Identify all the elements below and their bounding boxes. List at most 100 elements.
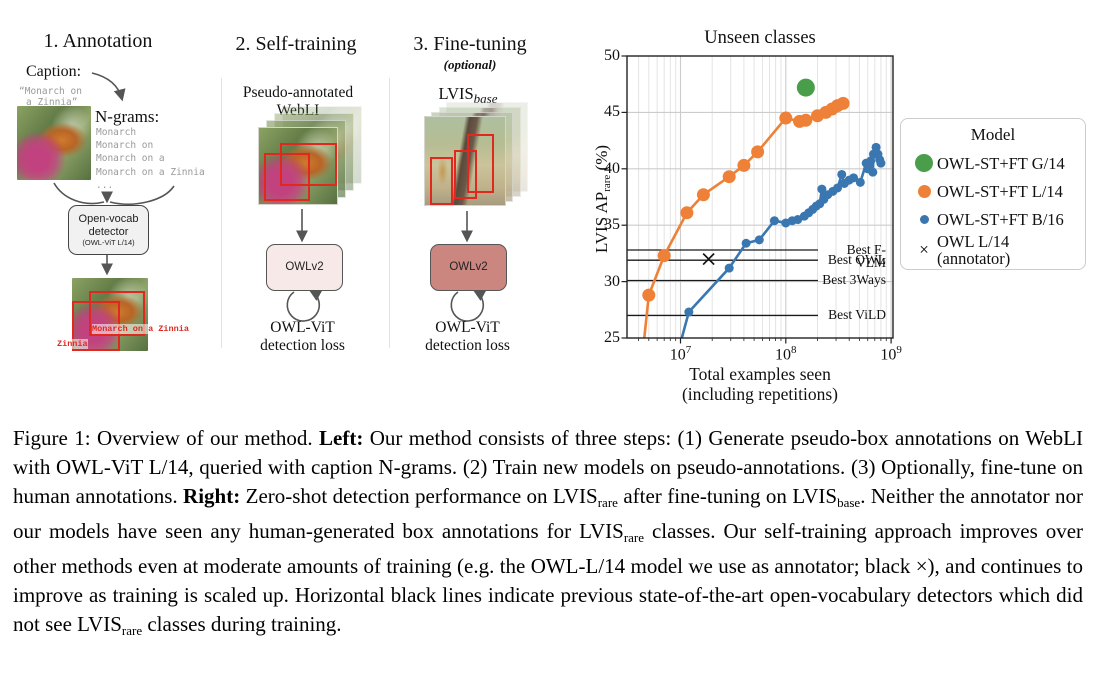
- webli-front-image: [258, 127, 338, 205]
- caption-to-ngrams-arrow: [91, 72, 126, 102]
- legend-label-annotator-line2: (annotator): [937, 249, 1011, 268]
- open-vocab-detector-box: Open-vocab detector (OWL-ViT L/14): [68, 205, 149, 255]
- panel3-title: 3. Fine-tuning: [413, 33, 527, 55]
- lvis-front-image: [424, 116, 506, 206]
- caption-text-line1: “Monarch on: [19, 86, 82, 97]
- caption-bold-segment: Left:: [319, 426, 364, 450]
- ngram-line: Monarch on a Zinnia: [96, 166, 205, 178]
- y-axis-label: LVIS APrare (%): [592, 124, 614, 274]
- axis-ticks: [621, 55, 892, 344]
- x-tick-label: 108: [775, 344, 797, 364]
- loss-label-3: OWL-ViT detection loss: [405, 319, 530, 354]
- detection-box-monarch: [89, 291, 145, 336]
- sota-label: Best OWL: [827, 252, 886, 268]
- caption-bold-segment: Right:: [183, 484, 241, 508]
- ngram-line: Monarch on a: [96, 153, 165, 165]
- y-tick-label: 30: [604, 272, 620, 290]
- self-loop-3: [450, 289, 487, 322]
- detection-label-monarch: Monarch on a Zinnia: [92, 324, 189, 334]
- legend-item-l14: OWL-ST+FT L/14: [911, 177, 1075, 205]
- caption-label: Caption:: [26, 63, 82, 80]
- lvis-image-stack: [424, 102, 528, 206]
- detector-box-line2: detector: [88, 225, 129, 238]
- loss-label-2: OWL-ViT detection loss: [240, 319, 365, 354]
- optional-label: (optional): [443, 57, 497, 72]
- y-tick-label: 50: [604, 47, 620, 64]
- orange-dot-icon: [911, 184, 937, 198]
- loss-label-2-line2: detection loss: [260, 336, 345, 354]
- lvis-base-sub: base: [473, 91, 498, 106]
- giraffe-box-1: [430, 157, 453, 205]
- owlv2-label: OWLv2: [285, 261, 324, 274]
- caption-text-line2: a Zinnia”: [26, 97, 78, 108]
- image-to-detector-curve: [53, 182, 105, 205]
- x-marker-icon: ×: [919, 240, 929, 259]
- chart-canvas: [621, 55, 894, 344]
- ngram-line: Monarch: [96, 127, 137, 138]
- green-dot-icon: [911, 154, 937, 172]
- giraffe-box-2: [454, 150, 477, 199]
- panel-divider-2: [389, 78, 390, 348]
- legend-label-g14: OWL-ST+FT G/14: [937, 153, 1065, 173]
- loss-label-3-line1: OWL-ViT: [435, 319, 500, 336]
- loss-label-3-line2: detection loss: [425, 336, 510, 354]
- sota-label: Best F-VLM: [846, 242, 886, 271]
- x-axis-label-line1: Total examples seen: [689, 364, 831, 384]
- detector-box-line3: (OWL-ViT L/14): [82, 238, 135, 247]
- x-tick-label: 109: [880, 344, 902, 364]
- owlv2-box-finetune: OWLv2: [430, 244, 507, 291]
- owlv2-label: OWLv2: [449, 261, 488, 274]
- detector-box-line1: Open-vocab: [78, 213, 139, 225]
- legend-item-g14: OWL-ST+FT G/14: [911, 149, 1075, 177]
- webli-image-stack: [258, 106, 362, 205]
- webli-label-line1: Pseudo-annotated: [242, 84, 354, 101]
- self-loop-2: [286, 289, 323, 322]
- caption-subscript: rare: [597, 495, 618, 510]
- caption-segment: Figure 1: Overview of our method.: [13, 426, 320, 450]
- ngrams-label: N-grams:: [95, 107, 160, 126]
- gridlines: [627, 56, 893, 338]
- y-tick-label: 40: [604, 159, 620, 177]
- figure-caption: Figure 1: Overview of our method. Left: …: [13, 424, 1083, 645]
- panel1-title: 1. Annotation: [43, 30, 153, 52]
- legend-item-annotator: × OWL L/14 (annotator): [911, 233, 1075, 267]
- caption-subscript: rare: [623, 530, 645, 545]
- caption-subscript: rare: [121, 623, 143, 638]
- owlv2-box-selftrain: OWLv2: [266, 244, 343, 291]
- legend-label-annotator-line1: OWL L/14: [937, 232, 1010, 251]
- ngrams-to-detector-curve: [109, 185, 175, 205]
- legend-item-b16: OWL-ST+FT B/16: [911, 205, 1075, 233]
- lvis-base-main: LVIS: [438, 84, 474, 103]
- caption-segment: Zero-shot detection performance on LVIS: [240, 484, 598, 508]
- y-tick-label: 25: [604, 329, 620, 346]
- chart-title: Unseen classes: [704, 28, 816, 48]
- ngram-line: ...: [96, 179, 114, 191]
- x-tick-label: 107: [669, 344, 692, 364]
- y-tick-label: 45: [604, 103, 620, 121]
- legend-label-annotator: OWL L/14 (annotator): [937, 233, 1010, 267]
- sota-label: Best ViLD: [828, 307, 886, 323]
- caption-segment: Our method consists of three steps: (1) …: [13, 426, 1083, 508]
- loss-label-2-line1: OWL-ViT: [270, 319, 335, 336]
- pseudo-box-2: [264, 153, 310, 201]
- caption-segment: after fine-tuning on LVIS: [617, 484, 838, 508]
- butterfly-input-image: [17, 106, 91, 180]
- butterfly-output-image: Monarch on a Zinnia Zinnia: [57, 278, 189, 351]
- webli-label-line2: WebLI: [276, 102, 320, 119]
- ngram-list: Monarch Monarch on Monarch on a Monarch on …: [96, 126, 205, 192]
- caption-segment: classes. Our self-training approach impr…: [13, 519, 1084, 636]
- giraffe-box-3: [467, 134, 494, 193]
- legend: Model OWL-ST+FT G/14 OWL-ST+FT L/14 OWL-…: [900, 118, 1086, 270]
- blue-dot-icon: [911, 214, 937, 224]
- webli-label: Pseudo-annotated WebLI: [240, 84, 356, 120]
- x-axis-label-line2: (including repetitions): [681, 384, 838, 404]
- x-axis-label: Total examples seen (including repetitio…: [627, 364, 893, 404]
- ngram-line: Monarch on: [96, 140, 154, 152]
- lvis-base-label: LVISbase: [408, 84, 528, 107]
- caption-segment: classes during training.: [142, 612, 342, 636]
- sota-label: Best 3Ways: [822, 272, 886, 288]
- legend-label-l14: OWL-ST+FT L/14: [937, 181, 1063, 201]
- caption-segment: . Neither the annotator nor our models h…: [13, 484, 1083, 543]
- y-tick-label: 35: [604, 216, 620, 234]
